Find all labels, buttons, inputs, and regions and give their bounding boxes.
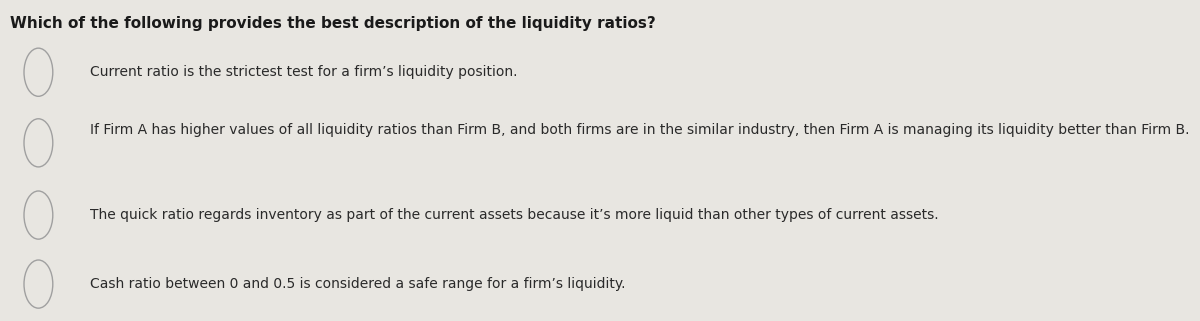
- Text: Current ratio is the strictest test for a firm’s liquidity position.: Current ratio is the strictest test for …: [90, 65, 517, 79]
- Text: Cash ratio between 0 and 0.5 is considered a safe range for a firm’s liquidity.: Cash ratio between 0 and 0.5 is consider…: [90, 277, 625, 291]
- Text: Which of the following provides the best description of the liquidity ratios?: Which of the following provides the best…: [10, 16, 655, 31]
- Ellipse shape: [24, 191, 53, 239]
- Ellipse shape: [24, 48, 53, 96]
- Text: If Firm A has higher values of all liquidity ratios than Firm B, and both firms : If Firm A has higher values of all liqui…: [90, 123, 1189, 137]
- Ellipse shape: [24, 260, 53, 308]
- Text: The quick ratio regards inventory as part of the current assets because it’s mor: The quick ratio regards inventory as par…: [90, 208, 938, 222]
- Ellipse shape: [24, 119, 53, 167]
